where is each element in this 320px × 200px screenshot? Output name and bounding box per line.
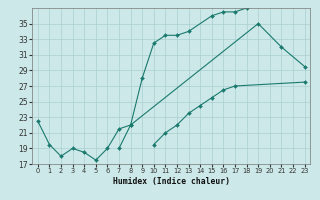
X-axis label: Humidex (Indice chaleur): Humidex (Indice chaleur) bbox=[113, 177, 230, 186]
